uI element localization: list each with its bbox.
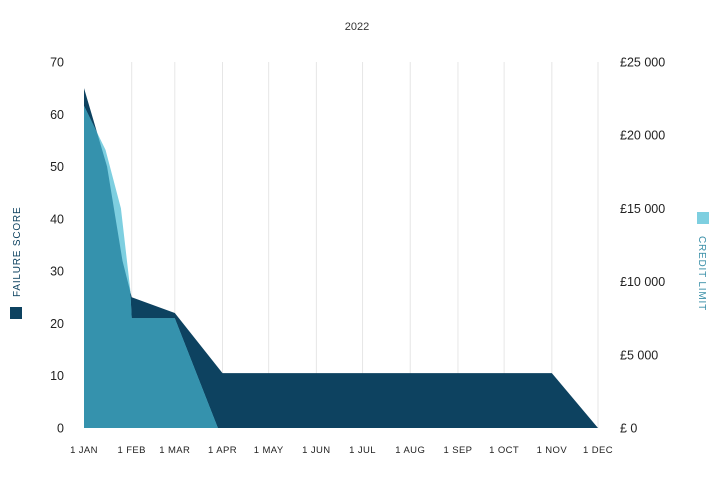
x-tick-label: 1 NOV <box>537 445 568 456</box>
y-left-tick-label: 20 <box>50 317 64 331</box>
y-left-tick-label: 10 <box>50 369 64 383</box>
y-right-tick-label: £ 0 <box>620 422 637 436</box>
x-axis: 1 JAN 1 FEB 1 MAR 1 APR 1 MAY 1 JUN 1 JUL 1 AUG… <box>70 445 613 456</box>
overlap-area <box>84 105 317 428</box>
x-tick-label: 1 MAY <box>254 445 284 456</box>
x-tick-label: 1 SEP <box>443 445 472 456</box>
failure-score-legend-swatch <box>10 307 22 319</box>
y-right-axis: £ 0 £5 000 £10 000 £15 000 £20 000 £25 000 <box>620 56 665 436</box>
x-tick-label: 1 DEC <box>583 445 613 456</box>
y-right-legend: CREDIT LIMIT <box>696 212 709 311</box>
y-right-tick-label: £10 000 <box>620 275 665 289</box>
x-tick-label: 1 MAR <box>159 445 190 456</box>
credit-limit-legend-swatch <box>697 212 709 224</box>
y-right-tick-label: £25 000 <box>620 56 665 70</box>
y-right-tick-label: £20 000 <box>620 129 665 143</box>
x-tick-label: 1 JUN <box>302 445 330 456</box>
y-left-tick-label: 30 <box>50 265 64 279</box>
grid <box>131 62 599 428</box>
y-left-tick-label: 70 <box>50 56 64 70</box>
y-right-tick-label: £5 000 <box>620 348 658 362</box>
y-left-axis: 0 10 20 30 40 50 60 70 <box>50 56 64 436</box>
y-left-legend: FAILURE SCORE <box>10 207 23 319</box>
x-tick-label: 1 FEB <box>118 445 146 456</box>
x-tick-label: 1 JUL <box>349 445 376 456</box>
x-tick-label: 1 APR <box>208 445 237 456</box>
plot-areas <box>84 88 598 429</box>
y-right-tick-label: £15 000 <box>620 202 665 216</box>
y-left-tick-label: 40 <box>50 212 64 226</box>
y-left-tick-label: 50 <box>50 160 64 174</box>
x-tick-label: 1 JAN <box>70 445 98 456</box>
y-right-axis-label: CREDIT LIMIT <box>696 236 707 311</box>
y-left-tick-label: 0 <box>57 422 64 436</box>
x-tick-label: 1 AUG <box>395 445 425 456</box>
y-left-axis-label: FAILURE SCORE <box>12 207 23 297</box>
y-left-tick-label: 60 <box>50 108 64 122</box>
chart-title: 2022 <box>345 21 369 33</box>
x-tick-label: 1 OCT <box>489 445 519 456</box>
